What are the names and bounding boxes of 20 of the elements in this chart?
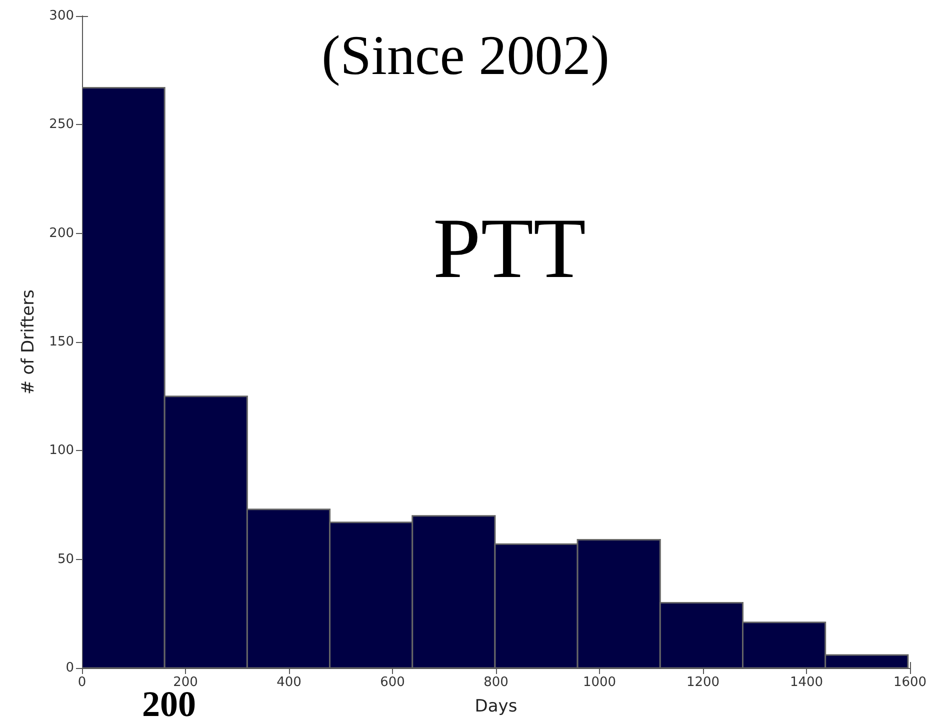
x-tick-label: 600 [380, 675, 405, 690]
y-tick-label: 250 [49, 117, 74, 132]
x-tick-label: 1200 [686, 675, 720, 690]
y-tick-label: 150 [49, 334, 74, 350]
x-axis-title: Days [474, 696, 518, 716]
x-tick-label: 800 [484, 675, 508, 690]
y-tick-label: 100 [49, 443, 74, 458]
annotation: (Since 2002) [322, 25, 610, 87]
y-axis-title: # of Drifters [18, 289, 38, 394]
x-tick-label: 1600 [893, 675, 927, 690]
x-tick-label: 1000 [582, 675, 616, 690]
x-tick-label: 400 [276, 675, 302, 690]
annotation: PTT [433, 200, 586, 296]
y-tick-label: 300 [49, 8, 74, 24]
y-tick-label: 50 [57, 552, 74, 567]
x-tick-label: 0 [78, 675, 86, 690]
x-tick-label: 200 [173, 675, 198, 690]
y-tick-label: 200 [49, 226, 74, 241]
y-tick-label: 0 [66, 660, 74, 676]
x-tick-label: 1400 [790, 675, 824, 690]
